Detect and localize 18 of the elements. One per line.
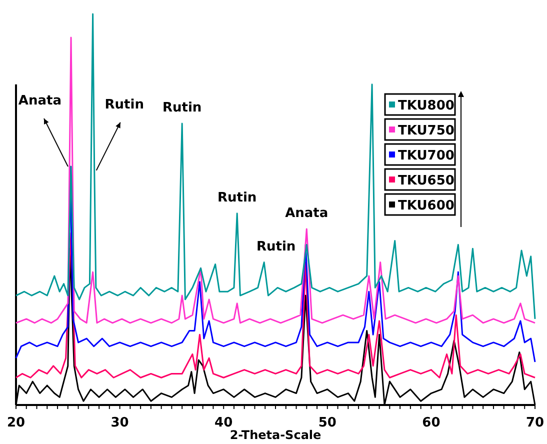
annotation: Rutin [217,190,257,206]
annotation: Rutin [162,100,202,116]
x-tick-label: 40 [214,415,233,430]
x-tick-label: 50 [318,415,336,430]
legend-label: TKU650 [398,174,454,188]
x-axis-title: 2-Theta-Scale [230,428,322,442]
legend-label: TKU750 [398,124,454,138]
annotation: Rutin [104,97,144,112]
annotation: Anata [18,93,62,108]
legend-label: TKU800 [398,98,454,114]
legend-label: TKU600 [398,198,454,214]
x-tick-label: 60 [422,415,440,430]
annotation: Rutin [256,239,296,254]
annotation: Anata [285,206,328,222]
x-tick-label: 70 [526,415,544,430]
x-tick-label: 30 [110,415,129,430]
x-tick-label: 20 [6,415,26,430]
legend-label: TKU700 [398,148,454,164]
